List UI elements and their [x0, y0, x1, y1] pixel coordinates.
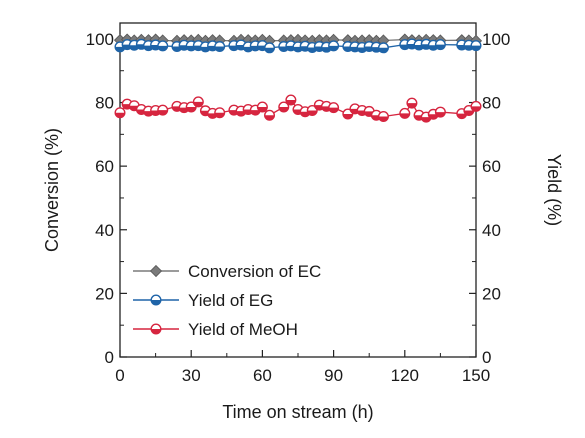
legend-marker [150, 294, 162, 306]
y2-tick-label: 40 [482, 221, 501, 240]
legend-label: Conversion of EC [188, 262, 321, 281]
data-point [434, 106, 446, 118]
data-point [470, 100, 482, 112]
data-point [214, 107, 226, 119]
y-tick-label: 20 [95, 284, 114, 303]
data-point [377, 42, 389, 54]
data-point [434, 39, 446, 51]
legend-marker [150, 323, 162, 335]
x-tick-label: 30 [182, 366, 201, 385]
data-point [328, 102, 340, 114]
data-point [157, 40, 169, 52]
legend-marker [149, 264, 163, 278]
data-point [114, 107, 126, 119]
y2-axis-title: Yield (%) [544, 154, 564, 226]
legend-label: Yield of MeOH [188, 320, 298, 339]
legend-item: Yield of MeOH [133, 320, 298, 339]
y2-tick-label: 0 [482, 348, 491, 367]
data-point [264, 42, 276, 54]
data-point [470, 40, 482, 52]
x-tick-label: 90 [324, 366, 343, 385]
data-point [399, 107, 411, 119]
x-tick-label: 0 [115, 366, 124, 385]
data-point [256, 101, 268, 113]
data-point [377, 111, 389, 123]
x-tick-label: 60 [253, 366, 272, 385]
data-point [328, 40, 340, 52]
y-tick-label: 40 [95, 221, 114, 240]
x-tick-label: 120 [391, 366, 419, 385]
data-point [192, 96, 204, 108]
y2-tick-label: 20 [482, 284, 501, 303]
data-point [306, 104, 318, 116]
legend: Conversion of EC Yield of EG Yield of MeOH [133, 262, 321, 339]
data-point [406, 97, 418, 109]
y2-tick-label: 80 [482, 94, 501, 113]
legend-label: Yield of EG [188, 291, 273, 310]
y-tick-label: 80 [95, 94, 114, 113]
y2-tick-label: 100 [482, 30, 510, 49]
data-point [285, 94, 297, 106]
y-tick-label: 60 [95, 157, 114, 176]
data-point [278, 101, 290, 113]
data-point [264, 109, 276, 121]
legend-item: Conversion of EC [133, 262, 321, 281]
series-1 [114, 38, 482, 54]
plot-frame [119, 22, 477, 358]
data-point [214, 41, 226, 53]
y-tick-label: 0 [105, 348, 114, 367]
x-axis-title: Time on stream (h) [222, 402, 373, 422]
y2-tick-label: 60 [482, 157, 501, 176]
y-axis-title: Conversion (%) [42, 128, 62, 252]
data-point [157, 104, 169, 116]
y-tick-label: 100 [86, 30, 114, 49]
series-2 [114, 94, 482, 123]
legend-item: Yield of EG [133, 291, 273, 310]
x-tick-label: 150 [462, 366, 490, 385]
series-layer [113, 33, 483, 123]
